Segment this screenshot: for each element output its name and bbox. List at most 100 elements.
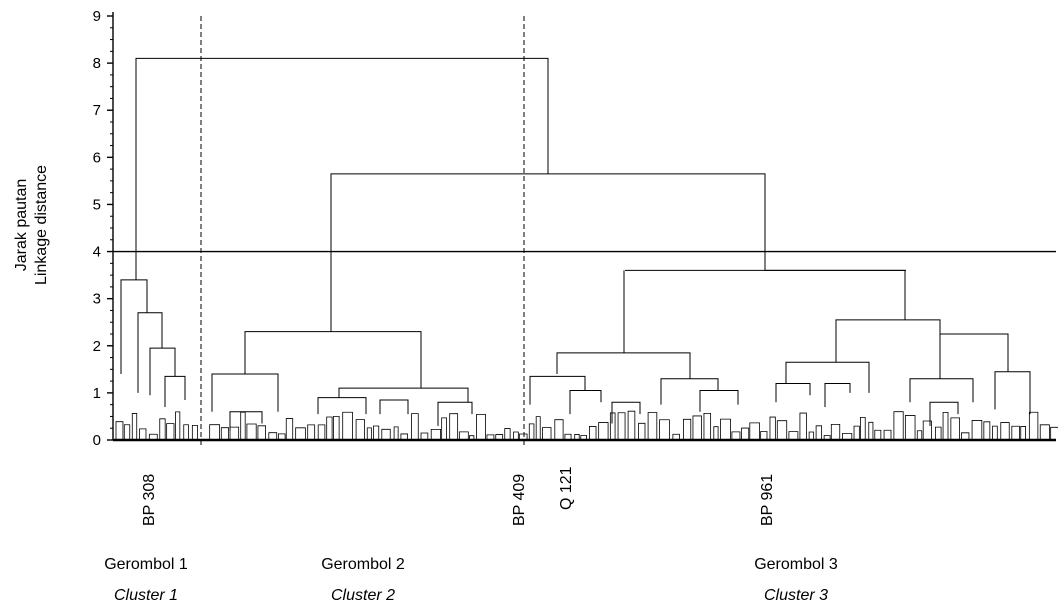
leaf-link bbox=[317, 424, 326, 440]
leaf-link bbox=[209, 424, 220, 440]
leaf-link bbox=[749, 422, 760, 440]
cluster2-link bbox=[229, 411, 263, 431]
leaf-link bbox=[776, 420, 788, 440]
y-tick-label: 5 bbox=[93, 196, 101, 213]
y-tick-label: 6 bbox=[93, 149, 101, 166]
leaf-link bbox=[942, 411, 949, 440]
leaf-link bbox=[393, 426, 399, 440]
leaf-link bbox=[720, 418, 731, 440]
cluster3-link bbox=[824, 382, 851, 408]
cluster2-link bbox=[437, 401, 473, 426]
leaf-link bbox=[518, 433, 528, 440]
leaf-link bbox=[420, 432, 429, 440]
leaf-link bbox=[860, 416, 866, 440]
leaf-link bbox=[935, 426, 942, 440]
leaf-link bbox=[430, 428, 441, 440]
leaf-link bbox=[893, 411, 904, 440]
cluster1-link bbox=[137, 312, 163, 393]
leaf-link bbox=[229, 426, 240, 440]
leaf-link bbox=[373, 425, 380, 440]
cluster2-link bbox=[211, 373, 279, 412]
leaf-link bbox=[285, 418, 294, 440]
leaf-link bbox=[123, 424, 131, 440]
leaf-link bbox=[983, 421, 991, 440]
leaf-link bbox=[609, 412, 616, 440]
leaf-link bbox=[564, 433, 572, 440]
leaf-link bbox=[692, 415, 702, 440]
leaf-link bbox=[333, 415, 340, 440]
leaf-link bbox=[295, 427, 306, 440]
cluster3-link bbox=[939, 333, 1009, 379]
leaf-link bbox=[713, 426, 719, 440]
cluster-2-name-en: Cluster 2 bbox=[330, 587, 396, 604]
cluster3-link bbox=[835, 319, 941, 363]
leaf-link bbox=[476, 413, 486, 440]
y-tick-label: 3 bbox=[93, 291, 101, 308]
y-tick-label: 8 bbox=[93, 55, 101, 72]
leaf-link bbox=[830, 424, 841, 440]
cluster3-link bbox=[994, 371, 1031, 415]
leaf-link bbox=[528, 423, 535, 440]
leaf-link bbox=[166, 423, 175, 440]
cluster1-link bbox=[164, 375, 186, 408]
leaf-link bbox=[580, 435, 587, 440]
y-axis-label-line2: Linkage distance bbox=[33, 165, 50, 285]
leaf-link bbox=[1020, 426, 1026, 440]
leaf-label-bp961: BP 961 bbox=[759, 474, 776, 526]
leaf-link bbox=[808, 431, 815, 440]
leaf-link bbox=[504, 428, 511, 440]
leaf-link bbox=[411, 413, 419, 440]
cluster3-link bbox=[660, 378, 719, 405]
leaf-link bbox=[961, 432, 970, 440]
leaf-link bbox=[148, 433, 158, 440]
cluster-2-name: Gerombol 2 bbox=[321, 556, 405, 573]
cluster2-link bbox=[317, 397, 367, 415]
leaf-link bbox=[441, 417, 447, 440]
cluster3-link bbox=[929, 401, 959, 426]
leaf-link bbox=[159, 418, 166, 440]
leaf-link bbox=[1039, 424, 1050, 440]
y-tick-label: 4 bbox=[93, 244, 101, 261]
leaf-link bbox=[1050, 426, 1058, 440]
y-tick-label: 1 bbox=[93, 385, 101, 402]
leaf-label-bp409: BP 409 bbox=[511, 474, 528, 526]
cluster-1-name: Gerombol 1 bbox=[104, 556, 188, 573]
leaf-link bbox=[617, 412, 626, 440]
leaf-link bbox=[769, 416, 776, 440]
leaf-label-q121: Q 121 bbox=[558, 466, 575, 510]
leaf-link bbox=[355, 419, 365, 440]
leaf-link bbox=[486, 434, 495, 440]
leaf-link bbox=[916, 430, 923, 440]
leaf-link bbox=[400, 433, 408, 440]
leaf-link bbox=[799, 412, 807, 440]
y-tick-label: 9 bbox=[93, 8, 101, 25]
cluster3-link bbox=[611, 401, 641, 424]
cluster-3-name: Gerombol 3 bbox=[754, 556, 838, 573]
leaf-label-bp308: BP 308 bbox=[141, 474, 158, 526]
leaf-link bbox=[366, 427, 372, 440]
leaf-link bbox=[183, 424, 189, 440]
cluster3-link bbox=[909, 378, 974, 403]
leaf-link bbox=[647, 412, 658, 440]
leaf-link bbox=[535, 416, 541, 440]
leaf-link bbox=[868, 421, 874, 440]
cluster2-link bbox=[244, 331, 422, 389]
leaf-link bbox=[139, 428, 147, 440]
leaf-link bbox=[741, 427, 750, 440]
leaf-link bbox=[842, 433, 853, 440]
leaf-link bbox=[1011, 425, 1020, 440]
leaf-link bbox=[874, 429, 882, 440]
cluster1-link bbox=[120, 279, 148, 375]
leaf-link bbox=[175, 411, 181, 440]
leaf-link bbox=[240, 411, 246, 440]
leaf-link bbox=[788, 431, 799, 440]
leaf-link bbox=[992, 425, 998, 440]
cluster3-link bbox=[775, 382, 811, 403]
dendrogram-tree bbox=[115, 57, 1058, 440]
leaf-link bbox=[307, 424, 316, 440]
leaf-link bbox=[922, 420, 932, 440]
cluster3-link bbox=[699, 390, 739, 412]
y-tick-label: 7 bbox=[93, 102, 101, 119]
leaf-link bbox=[220, 427, 229, 440]
